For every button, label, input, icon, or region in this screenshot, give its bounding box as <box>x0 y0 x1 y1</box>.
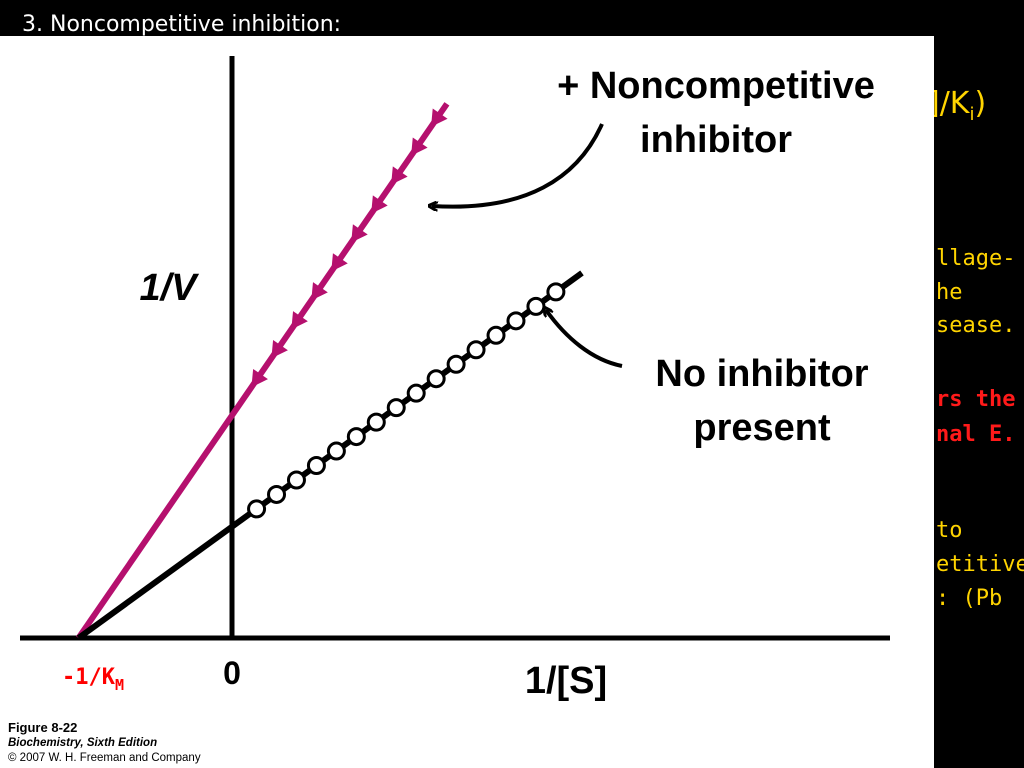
x-intercept-label-main: -1/K <box>62 665 116 690</box>
legend-inhibitor-line1: + Noncompetitive <box>557 65 875 107</box>
book-title: Biochemistry, Sixth Edition <box>8 737 158 749</box>
bg-text-line: llage- <box>936 246 1016 271</box>
bg-text-line: etitive <box>936 552 1024 577</box>
figure-panel: 1/V 1/[S] 0 -1/KM + Noncompetitive inhib… <box>0 36 934 768</box>
data-point-no-inhibitor <box>546 282 566 302</box>
lineweaver-burk-plot: 1/V 1/[S] 0 -1/KM + Noncompetitive inhib… <box>20 56 890 702</box>
data-point-no-inhibitor <box>406 383 426 403</box>
bg-text-line: rs the <box>936 387 1016 412</box>
bg-text-line: he <box>936 280 963 305</box>
ki-formula-tail: ]/K <box>928 86 970 121</box>
data-point-inhibitor <box>291 311 308 330</box>
callout-arrow-inhibitor <box>432 123 604 207</box>
data-point-no-inhibitor <box>286 470 306 490</box>
callout-arrow-no-inhibitor <box>546 310 623 368</box>
bg-text-line: to <box>936 518 963 543</box>
copyright: © 2007 W. H. Freeman and Company <box>8 752 201 764</box>
data-point-no-inhibitor <box>526 296 546 316</box>
data-point-no-inhibitor <box>386 398 406 418</box>
data-point-no-inhibitor <box>267 484 287 504</box>
data-point-inhibitor <box>271 340 288 359</box>
data-point-no-inhibitor <box>466 340 486 360</box>
data-point-inhibitor <box>351 224 368 243</box>
y-axis-label: 1/V <box>139 267 199 309</box>
bg-text-line: nal E. <box>936 422 1016 447</box>
bg-text-line: sease. <box>936 313 1016 338</box>
data-point-inhibitor <box>331 253 348 272</box>
data-point-no-inhibitor <box>506 311 526 331</box>
legend-no-inhibitor-line2: present <box>693 407 831 449</box>
series-line-inhibitor <box>76 102 450 640</box>
figure-number: Figure 8-22 <box>8 720 78 735</box>
x-intercept-label-subscript: M <box>115 676 124 694</box>
legend-no-inhibitor-line1: No inhibitor <box>655 353 868 395</box>
data-point-no-inhibitor <box>426 369 446 389</box>
x-tick-zero: 0 <box>223 655 241 691</box>
data-point-no-inhibitor <box>306 456 326 476</box>
data-point-inhibitor <box>411 137 428 156</box>
data-point-no-inhibitor <box>366 412 386 432</box>
ki-formula: ]/Ki) <box>928 86 986 125</box>
data-point-inhibitor <box>251 368 268 388</box>
bg-text-line: : (Pb <box>936 586 1003 611</box>
x-axis-label: 1/[S] <box>525 660 607 702</box>
data-point-inhibitor <box>371 195 388 214</box>
data-point-no-inhibitor <box>346 427 366 447</box>
legend-inhibitor-line2: inhibitor <box>640 119 792 161</box>
data-point-no-inhibitor <box>326 441 346 461</box>
data-point-inhibitor <box>391 166 408 185</box>
figure-caption: Figure 8-22 Biochemistry, Sixth Edition … <box>8 720 201 766</box>
data-point-no-inhibitor <box>446 354 466 374</box>
data-point-inhibitor <box>311 282 328 301</box>
slide-title: 3. Noncompetitive inhibition: <box>22 12 342 37</box>
data-point-inhibitor <box>431 108 448 127</box>
ki-formula-close: ) <box>974 86 987 121</box>
ki-formula-subscript: i <box>969 104 975 125</box>
data-point-no-inhibitor <box>247 499 267 519</box>
data-point-no-inhibitor <box>486 325 506 345</box>
x-intercept-label: -1/KM <box>62 665 124 694</box>
